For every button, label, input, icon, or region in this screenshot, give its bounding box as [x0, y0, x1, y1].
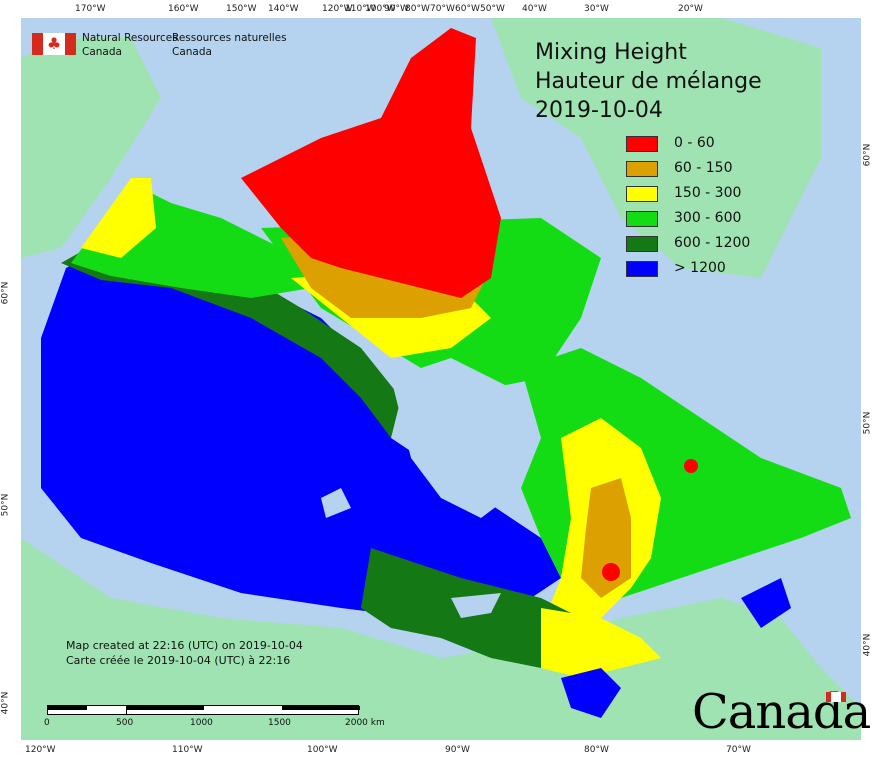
- tick-right-2: 40°N: [862, 633, 873, 657]
- scale-label-3: 1500: [268, 718, 291, 728]
- map-title: Mixing Height Hauteur de mélange 2019-10…: [535, 38, 762, 125]
- lake-superior: [451, 593, 501, 618]
- legend-label-4: 600 - 1200: [674, 235, 751, 251]
- agency-en-line1: Natural Resources: [82, 32, 178, 44]
- legend-swatch-3: [626, 211, 658, 227]
- tick-bottom-2: 100°W: [307, 745, 338, 755]
- tick-left-1: 50°N: [0, 493, 11, 517]
- tick-bottom-0: 120°W: [25, 745, 56, 755]
- ontario-yellow: [541, 608, 661, 678]
- nova-scotia-blue: [741, 578, 791, 628]
- quebec-red-spot: [602, 563, 620, 581]
- legend-swatch-0: [626, 136, 658, 152]
- lake-winnipeg: [321, 488, 351, 518]
- tick-top-2: 150°W: [226, 4, 257, 14]
- tick-top-0: 170°W: [75, 4, 106, 14]
- tick-top-3: 140°W: [268, 4, 299, 14]
- legend-label-2: 150 - 300: [674, 185, 742, 201]
- tick-bottom-3: 90°W: [445, 745, 470, 755]
- tick-top-11: 50°W: [480, 4, 505, 14]
- tick-top-13: 30°W: [584, 4, 609, 14]
- title-en: Mixing Height: [535, 40, 687, 65]
- legend-swatch-1: [626, 161, 658, 177]
- usa-land: [21, 538, 861, 740]
- labrador-red-spot: [684, 459, 698, 473]
- tick-top-14: 20°W: [678, 4, 703, 14]
- tick-left-0: 60°N: [0, 281, 11, 305]
- title-fr: Hauteur de mélange: [535, 69, 762, 94]
- agency-fr-line1: Ressources naturelles: [172, 32, 287, 44]
- legend-swatch-2: [626, 186, 658, 202]
- scale-label-0: 0: [44, 718, 50, 728]
- tick-top-4: 120°W: [322, 4, 353, 14]
- agency-fr-line2: Canada: [172, 46, 212, 58]
- credit-en: Map created at 22:16 (UTC) on 2019-10-04: [66, 639, 303, 652]
- tick-top-9: 70°W: [430, 4, 455, 14]
- agency-en-line2: Canada: [82, 46, 122, 58]
- legend-label-5: > 1200: [674, 260, 726, 276]
- wordmark-flag-icon: [826, 692, 846, 702]
- legend-label-3: 300 - 600: [674, 210, 742, 226]
- legend-label-1: 60 - 150: [674, 160, 733, 176]
- credit-fr: Carte créée le 2019-10-04 (UTC) à 22:16: [66, 654, 291, 667]
- legend-label-0: 0 - 60: [674, 135, 715, 151]
- scale-label-4: 2000 km: [345, 718, 385, 728]
- tick-left-2: 40°N: [0, 691, 11, 715]
- tick-top-10: 60°W: [455, 4, 480, 14]
- tick-bottom-4: 80°W: [584, 745, 609, 755]
- tick-right-0: 60°N: [862, 143, 873, 167]
- maple-leaf-icon: ♣: [46, 34, 62, 53]
- alaska-land: [21, 38, 161, 258]
- canada-blue-zone: [41, 228, 561, 618]
- agency-name-fr: Ressources naturelles Canada: [172, 31, 287, 59]
- tick-top-1: 160°W: [168, 4, 199, 14]
- tick-right-1: 50°N: [862, 411, 873, 435]
- arctic-red: [241, 28, 501, 298]
- canada-flag-logo: ♣: [32, 33, 76, 55]
- tick-top-5: 110°W: [345, 4, 376, 14]
- tick-top-6: 100°W: [365, 4, 396, 14]
- legend-swatch-4: [626, 236, 658, 252]
- agency-name-en: Natural Resources Canada: [82, 31, 178, 59]
- tick-top-12: 40°W: [522, 4, 547, 14]
- tick-bottom-1: 110°W: [172, 745, 203, 755]
- yukon-yellow: [81, 178, 156, 258]
- tick-top-8: 80°W: [405, 4, 430, 14]
- tick-top-7: 90°W: [384, 4, 409, 14]
- hudson-bay: [391, 358, 541, 518]
- map-area: [21, 18, 861, 740]
- scale-label-1: 500: [116, 718, 134, 728]
- tick-bottom-5: 70°W: [726, 745, 751, 755]
- scale-bar: [47, 705, 360, 715]
- ontario-blue: [561, 668, 621, 718]
- title-date: 2019-10-04: [535, 98, 663, 123]
- scale-label-2: 1000: [190, 718, 213, 728]
- legend-swatch-5: [626, 261, 658, 277]
- map-svg: [21, 18, 861, 740]
